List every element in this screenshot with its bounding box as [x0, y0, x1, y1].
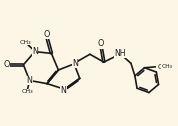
- Text: CH₃: CH₃: [22, 89, 33, 94]
- Text: CH₃: CH₃: [20, 40, 32, 44]
- Text: N: N: [61, 86, 67, 95]
- Text: CH₃: CH₃: [161, 64, 172, 69]
- Text: O: O: [98, 39, 104, 48]
- Text: O: O: [44, 30, 50, 39]
- Text: NH: NH: [114, 49, 126, 58]
- Text: O: O: [158, 64, 163, 70]
- Text: N: N: [32, 47, 38, 56]
- Text: N: N: [27, 76, 32, 85]
- Text: O: O: [4, 60, 10, 69]
- Text: N: N: [72, 58, 78, 68]
